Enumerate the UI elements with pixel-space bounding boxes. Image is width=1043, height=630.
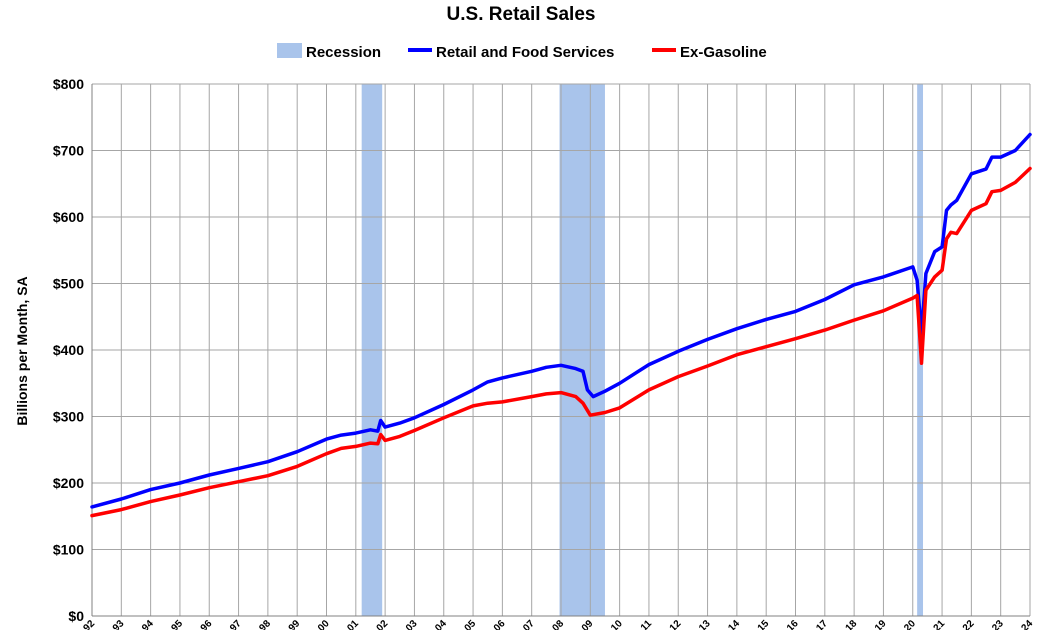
x-tick-label: 16 (785, 618, 801, 630)
x-tick-label: 15 (756, 618, 772, 630)
y-tick-label: $400 (53, 342, 84, 358)
x-tick-label: 08 (550, 618, 566, 630)
legend-label-recession: Recession (306, 44, 381, 61)
legend-label-retail: Retail and Food Services (436, 44, 614, 61)
y-tick-label: $100 (53, 542, 84, 558)
x-tick-label: 99 (287, 618, 303, 630)
x-tick-label: 18 (844, 618, 860, 630)
x-tick-label: 98 (257, 618, 273, 630)
x-tick-label: 00 (316, 618, 332, 630)
x-tick-label: 96 (199, 618, 215, 630)
y-tick-label: $0 (68, 608, 84, 624)
legend-label-ex-gasoline: Ex-Gasoline (680, 44, 767, 61)
x-tick-label: 94 (140, 618, 156, 630)
axes (91, 84, 1030, 617)
x-tick-label: 11 (639, 618, 655, 630)
x-tick-label: 23 (990, 618, 1006, 630)
x-tick-label: 19 (873, 618, 889, 630)
x-tick-label: 21 (932, 618, 948, 630)
y-tick-label: $700 (53, 143, 84, 159)
y-axis-label: Billions per Month, SA (14, 276, 30, 425)
x-tick-label: 07 (521, 618, 537, 630)
series-line-ex_gasoline (90, 166, 1032, 518)
series-lines (90, 132, 1032, 518)
x-tick-label: 17 (814, 618, 830, 630)
x-tick-label: 22 (961, 618, 977, 630)
y-tick-label: $600 (53, 209, 84, 225)
x-tick-label: 03 (404, 618, 420, 630)
x-tick-label: 01 (345, 618, 361, 630)
x-tick-label: 97 (228, 618, 244, 630)
x-tick-label: 09 (580, 618, 596, 630)
x-tick-label: 04 (433, 618, 449, 630)
x-tick-label: 02 (375, 618, 391, 630)
x-tick-label: 93 (111, 618, 127, 630)
y-tick-label: $200 (53, 475, 84, 491)
x-tick-label: 10 (609, 618, 625, 630)
series-line-retail (90, 132, 1032, 509)
legend-swatch-recession (277, 43, 302, 58)
x-tick-label: 95 (169, 618, 185, 630)
y-tick-label: $300 (53, 409, 84, 425)
x-tick-label: 06 (492, 618, 508, 630)
x-tick-label: 12 (668, 618, 684, 630)
x-tick-labels: 92 93 94 95 96 97 98 99 00 01 02 03 04 05 06 07 08 09 10 11… (81, 618, 1035, 630)
legend: Recession Retail and Food Services Ex-Ga… (277, 43, 767, 61)
y-tick-labels: $0 $100 $200 $300 $400 $500 $600 $700 $800 (53, 76, 84, 624)
x-tick-label: 14 (726, 618, 742, 630)
y-tick-label: $800 (53, 76, 84, 92)
x-tick-label: 24 (1019, 618, 1035, 630)
y-tick-label: $500 (53, 276, 84, 292)
gridlines (91, 83, 1031, 617)
x-tick-label: 05 (463, 618, 479, 630)
x-tick-label: 92 (81, 618, 97, 630)
x-tick-label: 20 (902, 618, 918, 630)
chart-title: U.S. Retail Sales (447, 4, 596, 25)
x-tick-label: 13 (697, 618, 713, 630)
